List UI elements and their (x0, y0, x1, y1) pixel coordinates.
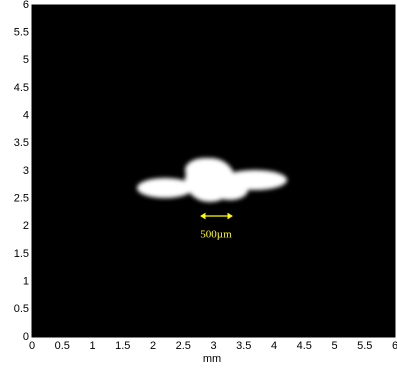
x-tick-label: 2 (150, 340, 156, 352)
chart: 500µm mm 0 0.5 1 1.5 2 2.5 3 3.5 4 4.5 5 5.5 6 0 0.5 1 1… (0, 0, 397, 366)
x-axis-label: mm (203, 353, 221, 365)
x-tick-label: 4 (271, 340, 277, 352)
x-tick-label: 4.5 (297, 340, 312, 352)
y-tick-label: 2.5 (14, 193, 29, 205)
x-tick-label: 5 (331, 340, 337, 352)
y-tick-label: 3 (23, 165, 29, 177)
y-tick-label: 0.5 (14, 303, 29, 315)
y-tick-label: 3.5 (14, 137, 29, 149)
y-tick-label: 0 (23, 331, 29, 343)
scale-annotation: 500µm (200, 229, 232, 241)
x-tick-label: 6 (392, 340, 397, 352)
y-tick-label: 2 (23, 220, 29, 232)
x-tick-label: 1 (89, 340, 95, 352)
x-tick-label: 0 (29, 340, 35, 352)
y-tick-label: 1 (23, 276, 29, 288)
x-tick-label: 3 (210, 340, 216, 352)
y-tick-label: 5 (23, 54, 29, 66)
y-tick-label: 4 (23, 110, 29, 122)
x-tick-label: 2.5 (176, 340, 191, 352)
x-tick-label: 3.5 (236, 340, 251, 352)
y-tick-label: 1.5 (14, 248, 29, 260)
x-tick-label: 0.5 (55, 340, 70, 352)
x-tick-label: 1.5 (115, 340, 130, 352)
x-tick-label: 5.5 (357, 340, 372, 352)
y-tick-label: 6 (23, 0, 29, 11)
page: 500µm mm 0 0.5 1 1.5 2 2.5 3 3.5 4 4.5 5 5.5 6 0 0.5 1 1… (0, 0, 397, 371)
y-tick-label: 5.5 (14, 27, 29, 39)
y-tick-label: 4.5 (14, 82, 29, 94)
